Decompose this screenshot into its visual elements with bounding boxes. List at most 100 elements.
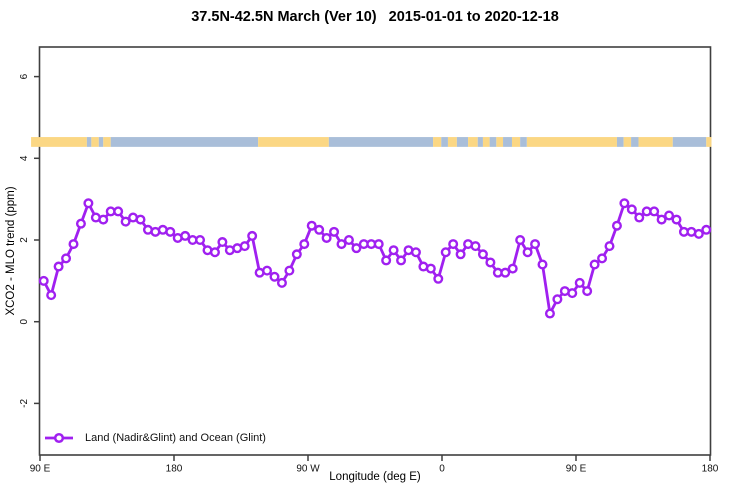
chart-title: 37.5N-42.5N March (Ver 10) 2015-01-01 to… [191,9,559,25]
data-point [247,230,258,241]
data-point [388,245,399,256]
y-tick-label: 6 [19,73,30,79]
data-point [597,253,608,264]
data-point [46,290,57,301]
data-point [611,220,622,231]
data-point [314,224,325,235]
data-point [410,247,421,258]
strip-segment-land [638,137,673,147]
strip-segment-land [496,137,504,147]
data-point [321,232,332,243]
strip-segment-ocean [503,137,512,147]
strip-segment-land [468,137,478,147]
y-tick-label: 0 [19,318,30,324]
data-point [530,239,541,250]
data-point [656,214,667,225]
data-point [68,239,79,250]
data-point [75,218,86,229]
strip-segment-ocean [631,137,639,147]
strip-segment-land [103,137,111,147]
data-point [440,247,451,258]
data-point [582,286,593,297]
strip-segment-land [482,137,490,147]
strip-segment-land [623,137,632,147]
y-tick-label: 4 [19,155,30,161]
data-point [53,261,64,272]
data-point [120,216,131,227]
data-point [329,226,340,237]
x-tick-label: 90 E [566,464,587,475]
data-point [396,255,407,266]
strip-segment-ocean [489,137,497,147]
strip-segment-land [433,137,442,147]
x-tick-label: 90 W [296,464,320,475]
data-point [626,204,637,215]
data-point [515,234,526,245]
strip-segment-land [91,137,99,147]
data-point [180,230,191,241]
data-point [195,234,206,245]
data-point [448,239,459,250]
data-point [649,206,660,217]
data-point [544,308,555,319]
data-point [470,241,481,252]
strip-segment-ocean [86,137,92,147]
data-point [306,220,317,231]
data-point [425,263,436,274]
data-point [604,241,615,252]
data-point [336,239,347,250]
data-point [634,212,645,223]
strip-segment-land [447,137,457,147]
data-point [38,275,49,286]
strip-segment-ocean [477,137,483,147]
data-point [209,247,220,258]
strip-segment-ocean [110,137,259,147]
x-tick-label: 90 E [30,464,51,475]
data-point [239,241,250,252]
data-point [291,249,302,260]
strip-segment-land [526,137,617,147]
data-point [276,277,287,288]
legend-label: Land (Nadir&Glint) and Ocean (Glint) [85,431,266,444]
data-point [343,234,354,245]
data-point [217,237,228,248]
data-point [83,198,94,209]
y-tick-label: 2 [19,237,30,243]
strip-segment-land [258,137,329,147]
data-point [351,243,362,254]
data-point [98,214,109,225]
strip-segment-ocean [98,137,104,147]
data-point [284,265,295,276]
data-point [522,247,533,258]
strip-segment-land [511,137,521,147]
data-point [433,273,444,284]
strip-segment-ocean [672,137,707,147]
y-tick-label: -2 [19,399,30,408]
data-point [262,265,273,276]
strip-segment-land [31,137,87,147]
strip-segment-ocean [456,137,469,147]
data-point [589,259,600,270]
strip-segment-ocean [328,137,434,147]
x-axis-title: Longitude (deg E) [329,471,421,483]
data-point [299,239,310,250]
data-point [135,214,146,225]
data-point [567,288,578,299]
data-point [455,249,466,260]
x-tick-label: 180 [166,464,183,475]
data-point [664,210,675,221]
data-point [165,226,176,237]
purple-line-marker-icon [45,432,73,443]
plot-border [38,46,712,456]
data-point [507,263,518,274]
strip-segment-ocean [616,137,624,147]
data-point [269,271,280,282]
data-point [619,198,630,209]
data-point [485,257,496,268]
data-point [552,294,563,305]
data-point [701,224,712,235]
data-point [537,259,548,270]
data-point [477,249,488,260]
